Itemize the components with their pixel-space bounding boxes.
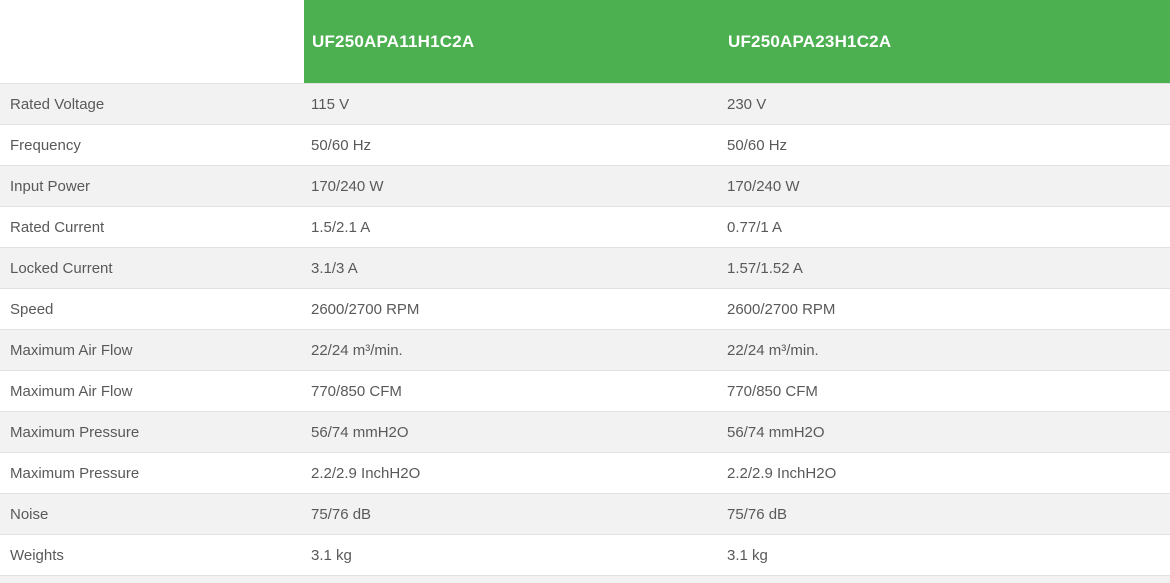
- header-spacer-cell: [0, 0, 304, 83]
- row-value-model-1: 3.1/3 A: [311, 259, 358, 277]
- table-body: Rated Voltage 115 V 230 V Frequency 50/6…: [0, 83, 1170, 576]
- row-label: Noise: [10, 505, 49, 523]
- table-row-rated-voltage: Rated Voltage 115 V 230 V: [0, 84, 1170, 125]
- row-label: Maximum Air Flow: [10, 382, 133, 400]
- row-label: Rated Current: [10, 218, 105, 236]
- column-header-model-1: UF250APA11H1C2A: [304, 0, 720, 83]
- row-value-model-1: 770/850 CFM: [311, 382, 402, 400]
- row-label: Maximum Air Flow: [10, 341, 133, 359]
- column-header-model-2: UF250APA23H1C2A: [720, 0, 1170, 83]
- row-value-model-2: 0.77/1 A: [727, 218, 783, 236]
- row-label: Frequency: [10, 136, 81, 154]
- next-row-partial: [0, 576, 1170, 583]
- row-value-model-1: 2600/2700 RPM: [311, 300, 420, 318]
- row-label: Maximum Pressure: [10, 423, 140, 441]
- row-value-model-2: 3.1 kg: [727, 546, 768, 564]
- row-value-model-2: 1.57/1.52 A: [727, 259, 803, 277]
- row-value-model-2: 2600/2700 RPM: [727, 300, 836, 318]
- row-value-model-2: 230 V: [727, 95, 767, 113]
- row-value-model-1: 22/24 m³/min.: [311, 341, 403, 359]
- table-row-max-air-flow-cfm: Maximum Air Flow 770/850 CFM 770/850 CFM: [0, 371, 1170, 412]
- row-label: Locked Current: [10, 259, 113, 277]
- table-row-locked-current: Locked Current 3.1/3 A 1.57/1.52 A: [0, 248, 1170, 289]
- row-value-model-2: 770/850 CFM: [727, 382, 818, 400]
- row-value-model-1: 50/60 Hz: [311, 136, 372, 154]
- row-value-model-1: 170/240 W: [311, 177, 384, 195]
- row-label: Weights: [10, 546, 64, 564]
- row-value-model-1: 3.1 kg: [311, 546, 352, 564]
- table-row-weights: Weights 3.1 kg 3.1 kg: [0, 535, 1170, 576]
- table-row-max-pressure-mm: Maximum Pressure 56/74 mmH2O 56/74 mmH2O: [0, 412, 1170, 453]
- row-value-model-2: 50/60 Hz: [727, 136, 788, 154]
- table-row-max-pressure-inch: Maximum Pressure 2.2/2.9 InchH2O 2.2/2.9…: [0, 453, 1170, 494]
- table-row-max-air-flow-metric: Maximum Air Flow 22/24 m³/min. 22/24 m³/…: [0, 330, 1170, 371]
- table-row-rated-current: Rated Current 1.5/2.1 A 0.77/1 A: [0, 207, 1170, 248]
- table-row-noise: Noise 75/76 dB 75/76 dB: [0, 494, 1170, 535]
- row-value-model-1: 2.2/2.9 InchH2O: [311, 464, 421, 482]
- table-row-input-power: Input Power 170/240 W 170/240 W: [0, 166, 1170, 207]
- row-value-model-1: 1.5/2.1 A: [311, 218, 371, 236]
- table-header-row: UF250APA11H1C2A UF250APA23H1C2A: [0, 0, 1170, 83]
- row-value-model-1: 56/74 mmH2O: [311, 423, 409, 441]
- row-label: Maximum Pressure: [10, 464, 140, 482]
- row-value-model-2: 56/74 mmH2O: [727, 423, 825, 441]
- row-value-model-2: 22/24 m³/min.: [727, 341, 819, 359]
- row-value-model-2: 170/240 W: [727, 177, 800, 195]
- row-label: Speed: [10, 300, 54, 318]
- table-row-frequency: Frequency 50/60 Hz 50/60 Hz: [0, 125, 1170, 166]
- row-label: Input Power: [10, 177, 91, 195]
- row-value-model-1: 75/76 dB: [311, 505, 372, 523]
- row-value-model-2: 75/76 dB: [727, 505, 788, 523]
- row-value-model-2: 2.2/2.9 InchH2O: [727, 464, 837, 482]
- row-label: Rated Voltage: [10, 95, 105, 113]
- row-value-model-1: 115 V: [311, 95, 350, 113]
- table-row-speed: Speed 2600/2700 RPM 2600/2700 RPM: [0, 289, 1170, 330]
